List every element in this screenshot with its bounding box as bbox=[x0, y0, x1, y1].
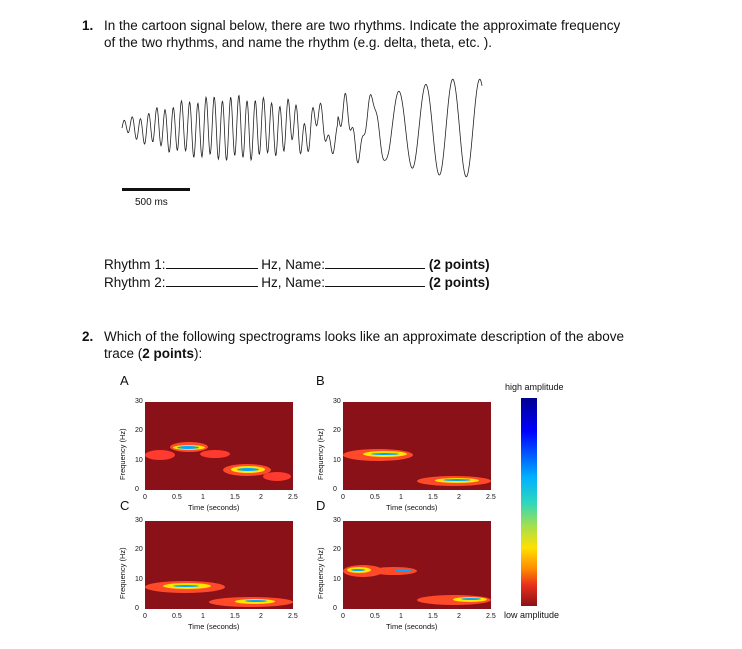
x-tick-label: 1 bbox=[399, 494, 403, 501]
x-axis-label: Time (seconds) bbox=[386, 622, 438, 631]
rhythm-1-label: Rhythm 1: bbox=[104, 257, 166, 272]
spectral-band bbox=[461, 598, 481, 600]
question-2-line2: trace (2 points): bbox=[82, 345, 702, 362]
spectral-band bbox=[200, 450, 230, 458]
spectral-band bbox=[351, 569, 365, 571]
panel-letter-d: D bbox=[316, 498, 326, 513]
x-tick-label: 0.5 bbox=[370, 494, 380, 501]
rhythm-2-label: Rhythm 2: bbox=[104, 275, 166, 290]
x-tick-label: 2 bbox=[457, 613, 461, 620]
rhythm-2-hz-label: Hz, Name: bbox=[261, 275, 326, 290]
panel-letter-b: B bbox=[316, 373, 325, 388]
x-tick-label: 2.5 bbox=[288, 613, 298, 620]
y-tick-label: 0 bbox=[333, 605, 337, 612]
x-tick-label: 1 bbox=[201, 494, 205, 501]
y-tick-label: 0 bbox=[333, 486, 337, 493]
x-tick-label: 2.5 bbox=[486, 494, 496, 501]
panel-letter-a: A bbox=[120, 373, 129, 388]
question-2-points: 2 points bbox=[142, 346, 195, 361]
rhythm-1-points: (2 points) bbox=[428, 257, 490, 272]
question-2: 2. Which of the following spectrograms lo… bbox=[82, 328, 702, 362]
x-tick-label: 0 bbox=[143, 494, 147, 501]
y-tick-label: 30 bbox=[135, 398, 143, 405]
rhythm-2-hz-blank[interactable] bbox=[165, 274, 258, 287]
y-tick-label: 10 bbox=[333, 575, 341, 583]
colorbar-high-label: high amplitude bbox=[505, 382, 564, 392]
y-axis-label: Frequency (Hz) bbox=[316, 547, 325, 599]
x-tick-label: 0 bbox=[341, 613, 345, 620]
y-tick-label: 10 bbox=[135, 456, 143, 464]
spectral-band bbox=[395, 569, 411, 572]
x-axis-label: Time (seconds) bbox=[188, 503, 240, 512]
x-tick-label: 2 bbox=[259, 494, 263, 501]
y-tick-label: 20 bbox=[333, 427, 341, 435]
question-2-line2-suffix: ): bbox=[194, 346, 203, 361]
x-tick-label: 0.5 bbox=[172, 494, 182, 501]
y-axis-label: Frequency (Hz) bbox=[118, 428, 127, 480]
x-tick-label: 1.5 bbox=[230, 494, 240, 501]
y-tick-label: 0 bbox=[135, 605, 139, 612]
spectrogram-c bbox=[145, 521, 293, 609]
spectral-band bbox=[371, 453, 399, 455]
rhythm-1-hz-label: Hz, Name: bbox=[261, 257, 326, 272]
spectral-band bbox=[371, 567, 417, 575]
rhythm-row-2: Rhythm 2: Hz, Name: (2 points) bbox=[104, 274, 490, 291]
rhythm-1-hz-blank[interactable] bbox=[165, 256, 258, 269]
spectrogram-a bbox=[145, 402, 293, 490]
x-axis-label: Time (seconds) bbox=[188, 622, 240, 631]
x-tick-label: 0.5 bbox=[370, 613, 380, 620]
y-axis-label: Frequency (Hz) bbox=[118, 547, 127, 599]
signal-waveform bbox=[121, 78, 483, 178]
spectrogram-b bbox=[343, 402, 491, 490]
y-axis-label: Frequency (Hz) bbox=[316, 428, 325, 480]
question-2-line2-prefix: trace ( bbox=[104, 346, 143, 361]
spectral-band bbox=[173, 585, 199, 587]
x-tick-label: 1 bbox=[399, 613, 403, 620]
x-tick-label: 1.5 bbox=[428, 613, 438, 620]
x-tick-label: 0.5 bbox=[172, 613, 182, 620]
y-tick-label: 20 bbox=[333, 546, 341, 554]
spectral-band bbox=[145, 450, 175, 460]
spectral-band bbox=[443, 479, 471, 481]
spectral-band bbox=[177, 446, 199, 449]
colorbar-low-label: low amplitude bbox=[504, 610, 560, 620]
question-1-line1: In the cartoon signal below, there are t… bbox=[104, 18, 621, 33]
panel-letter-c: C bbox=[120, 498, 130, 513]
question-1-line2: of the two rhythms, and name the rhythm … bbox=[104, 35, 492, 50]
x-tick-label: 2 bbox=[259, 613, 263, 620]
rhythm-2-points: (2 points) bbox=[428, 275, 490, 290]
scale-bar-label: 500 ms bbox=[135, 197, 168, 208]
x-axis-label: Time (seconds) bbox=[386, 503, 438, 512]
spectral-band bbox=[263, 472, 291, 481]
x-tick-label: 1.5 bbox=[428, 494, 438, 501]
y-tick-label: 20 bbox=[135, 427, 143, 435]
y-tick-label: 20 bbox=[135, 546, 143, 554]
x-tick-label: 1.5 bbox=[230, 613, 240, 620]
rhythm-1-name-blank[interactable] bbox=[325, 256, 426, 269]
x-tick-label: 2.5 bbox=[288, 494, 298, 501]
question-2-number: 2. bbox=[82, 329, 94, 344]
y-tick-label: 10 bbox=[333, 456, 341, 464]
colorbar bbox=[521, 398, 537, 606]
question-1-number: 1. bbox=[82, 18, 94, 33]
question-2-line1: Which of the following spectrograms look… bbox=[104, 329, 625, 344]
y-tick-label: 30 bbox=[333, 517, 341, 524]
spectrogram-d bbox=[343, 521, 491, 609]
x-tick-label: 2 bbox=[457, 494, 461, 501]
rhythm-2-name-blank[interactable] bbox=[325, 274, 426, 287]
spectral-band bbox=[237, 468, 259, 471]
y-tick-label: 10 bbox=[135, 575, 143, 583]
y-tick-label: 30 bbox=[135, 517, 143, 524]
scale-bar bbox=[122, 188, 190, 191]
x-tick-label: 1 bbox=[201, 613, 205, 620]
rhythm-row-1: Rhythm 1: Hz, Name: (2 points) bbox=[104, 256, 490, 273]
question-1: 1. In the cartoon signal below, there are… bbox=[82, 17, 702, 51]
y-tick-label: 30 bbox=[333, 398, 341, 405]
x-tick-label: 0 bbox=[143, 613, 147, 620]
y-tick-label: 0 bbox=[135, 486, 139, 493]
spectral-band bbox=[245, 600, 267, 602]
x-tick-label: 2.5 bbox=[486, 613, 496, 620]
x-tick-label: 0 bbox=[341, 494, 345, 501]
